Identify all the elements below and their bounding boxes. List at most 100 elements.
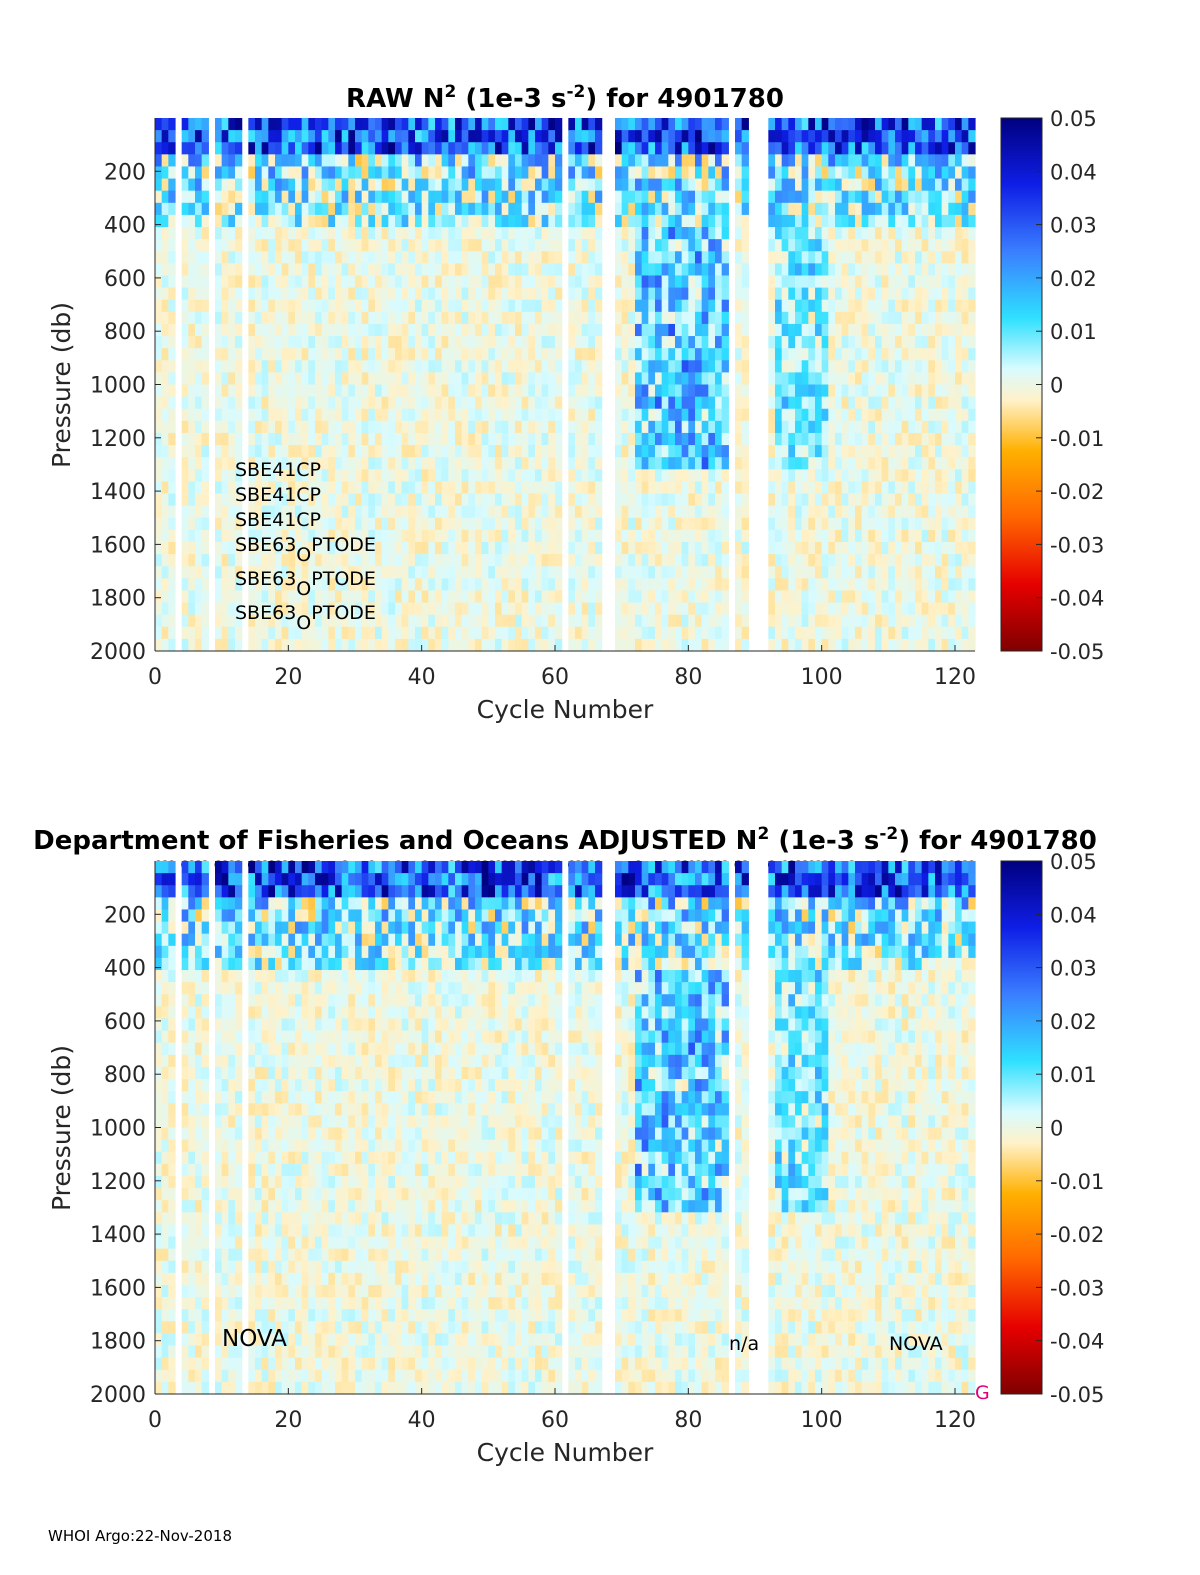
heat-cell: [621, 614, 629, 628]
heat-cell: [908, 517, 916, 531]
heat-cell: [195, 614, 203, 628]
heat-cell: [555, 420, 563, 434]
heat-cell: [801, 239, 809, 252]
heat-cell: [935, 638, 943, 652]
heat-cell: [948, 227, 956, 240]
heat-cell: [848, 323, 856, 337]
heat-cell: [828, 190, 836, 204]
heat-cell: [168, 154, 176, 168]
heat-cell: [335, 626, 343, 640]
heat-cell: [555, 360, 563, 373]
heat-cell: [895, 505, 903, 519]
heat-cell: [455, 529, 463, 543]
heat-cell: [388, 384, 396, 398]
heat-cell: [308, 323, 316, 337]
heat-cell: [868, 202, 876, 216]
heat-cell: [648, 227, 656, 240]
cycle-column: [281, 118, 289, 652]
cycle-column: [315, 118, 323, 652]
heat-cell: [281, 118, 289, 131]
heat-cell: [268, 166, 276, 180]
heat-cell: [308, 457, 316, 470]
heat-cell: [421, 178, 429, 192]
heat-cell: [701, 578, 709, 592]
heat-cell: [328, 602, 336, 616]
heat-cell: [935, 493, 943, 507]
heat-cell: [935, 517, 943, 531]
heat-cell: [801, 408, 809, 422]
heat-cell: [668, 396, 676, 410]
heat-cell: [588, 372, 596, 386]
heat-cell: [468, 529, 476, 543]
heat-cell: [448, 154, 456, 168]
heat-cell: [435, 118, 443, 131]
heat-cell: [348, 505, 356, 519]
heat-cell: [641, 166, 649, 180]
heat-cell: [688, 372, 696, 386]
heat-cell: [535, 432, 543, 446]
heat-cell: [181, 578, 189, 592]
heat-cell: [835, 227, 843, 240]
heat-cell: [201, 529, 209, 543]
heat-cell: [941, 541, 949, 555]
heat-cell: [688, 214, 696, 228]
heat-cell: [188, 432, 196, 446]
heat-cell: [235, 311, 243, 325]
heat-cell: [535, 227, 543, 240]
heat-cell: [575, 432, 583, 446]
heat-cell: [541, 541, 549, 555]
heat-cell: [768, 517, 776, 531]
heat-cell: [848, 299, 856, 313]
heat-cell: [788, 408, 796, 422]
heat-cell: [595, 118, 603, 131]
cycle-column: [461, 118, 469, 652]
heat-cell: [501, 299, 509, 313]
heat-cell: [181, 541, 189, 555]
heat-cell: [235, 396, 243, 410]
heat-cell: [788, 445, 796, 458]
heat-cell: [508, 166, 516, 180]
heat-cell: [335, 578, 343, 592]
heat-cell: [368, 202, 376, 216]
heat-cell: [568, 202, 576, 216]
heat-cell: [295, 118, 303, 131]
heat-cell: [428, 517, 436, 531]
heat-cell: [261, 299, 269, 313]
heat-cell: [375, 154, 383, 168]
heat-cell: [888, 154, 896, 168]
heat-cell: [635, 287, 643, 301]
heat-cell: [675, 287, 683, 301]
heat-cell: [315, 251, 323, 264]
heat-cell: [548, 432, 556, 446]
heat-cell: [468, 578, 476, 592]
heat-cell: [361, 154, 369, 168]
heat-cell: [768, 420, 776, 434]
heat-cell: [508, 118, 516, 131]
heat-cell: [841, 190, 849, 204]
heat-cell: [155, 227, 163, 240]
heat-cell: [808, 432, 816, 446]
heat-cell: [901, 299, 909, 313]
heat-cell: [188, 554, 196, 567]
heat-cell: [588, 118, 596, 131]
heat-cell: [488, 602, 496, 616]
heat-cell: [435, 263, 443, 277]
heat-cell: [888, 299, 896, 313]
heat-cell: [941, 590, 949, 604]
heat-cell: [941, 142, 949, 155]
heat-cell: [861, 275, 869, 289]
heat-cell: [941, 239, 949, 252]
heat-cell: [155, 469, 163, 483]
heat-cell: [435, 626, 443, 640]
heat-cell: [775, 287, 783, 301]
heat-cell: [921, 384, 929, 398]
heat-cell: [301, 178, 309, 192]
cycle-column: [588, 118, 596, 652]
heat-cell: [721, 311, 729, 325]
heat-cell: [868, 432, 876, 446]
heat-cell: [441, 396, 449, 410]
heat-cell: [635, 142, 643, 155]
heat-cell: [868, 614, 876, 628]
heat-cell: [441, 372, 449, 386]
heat-cell: [795, 348, 803, 361]
